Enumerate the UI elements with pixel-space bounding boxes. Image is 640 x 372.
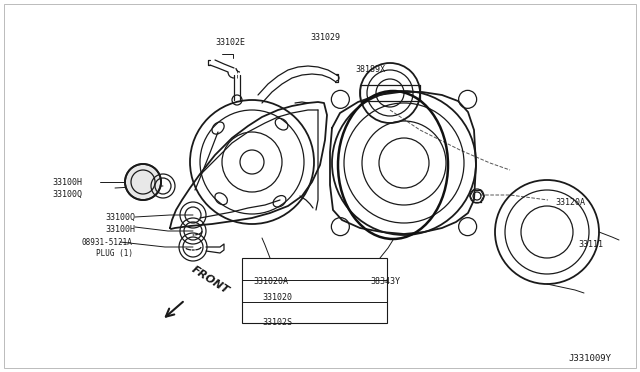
Text: 38343Y: 38343Y bbox=[370, 277, 400, 286]
Text: 33111: 33111 bbox=[578, 240, 603, 249]
Text: 331029: 331029 bbox=[310, 33, 340, 42]
Text: 33100Q: 33100Q bbox=[52, 190, 82, 199]
Text: 08931-5121A: 08931-5121A bbox=[82, 238, 133, 247]
Text: 33100Q: 33100Q bbox=[105, 213, 135, 222]
Text: PLUG (1): PLUG (1) bbox=[96, 249, 133, 258]
Text: 33100H: 33100H bbox=[105, 225, 135, 234]
Text: 33102E: 33102E bbox=[215, 38, 245, 47]
Text: FRONT: FRONT bbox=[190, 264, 231, 296]
Text: 331020: 331020 bbox=[262, 293, 292, 302]
Text: 33100H: 33100H bbox=[52, 178, 82, 187]
Bar bbox=[242, 258, 387, 323]
Text: 33120A: 33120A bbox=[555, 198, 585, 207]
Circle shape bbox=[125, 164, 161, 200]
Text: J331009Y: J331009Y bbox=[568, 354, 611, 363]
Text: 38189X: 38189X bbox=[355, 65, 385, 74]
Text: 331020A: 331020A bbox=[253, 277, 288, 286]
Text: 33102S: 33102S bbox=[262, 318, 292, 327]
